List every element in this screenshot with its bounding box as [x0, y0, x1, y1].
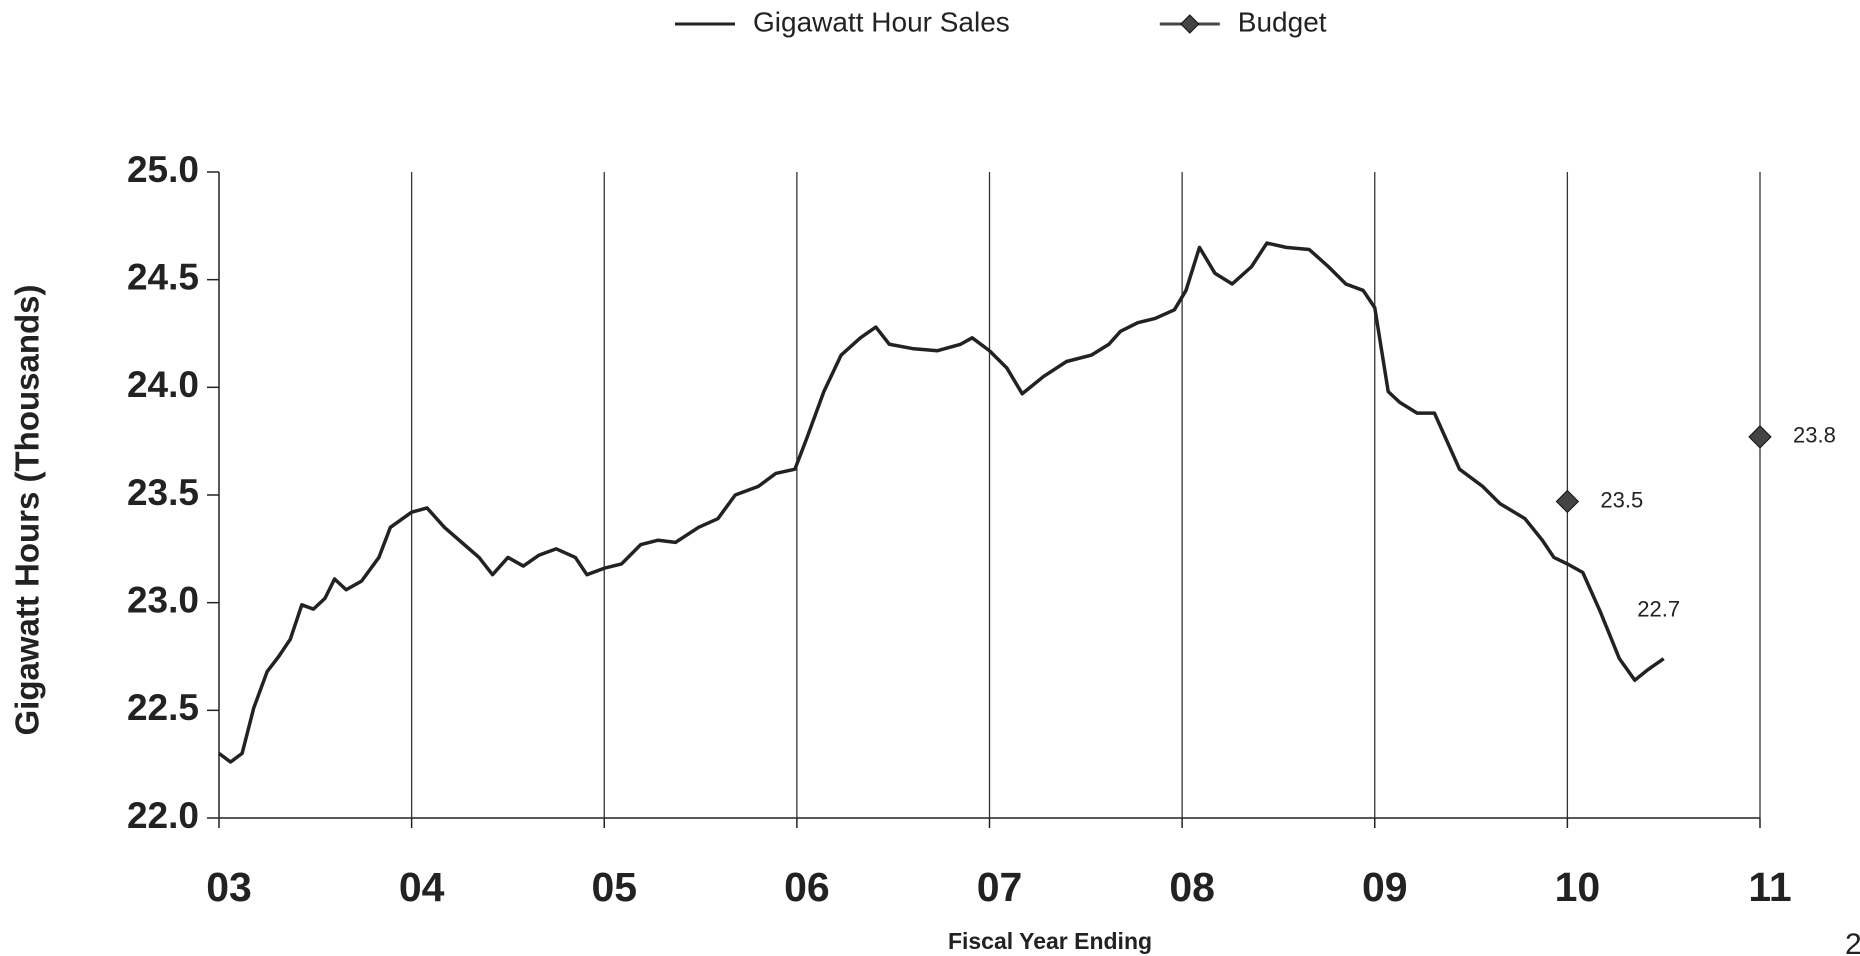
x-tick-label: 10 [1555, 864, 1601, 910]
x-tick-label: 06 [784, 864, 830, 910]
y-tick-label: 25.0 [127, 149, 199, 190]
x-tick-label: 08 [1169, 864, 1215, 910]
x-tick-label: 09 [1362, 864, 1408, 910]
y-tick-label: 22.0 [127, 795, 199, 836]
data-label: 23.5 [1600, 487, 1643, 512]
budget-marker [1555, 489, 1580, 514]
legend-label: Gigawatt Hour Sales [753, 6, 1010, 37]
x-tick-label: 07 [977, 864, 1023, 910]
y-tick-label: 24.0 [127, 364, 199, 405]
budget-marker [1748, 425, 1772, 449]
x-tick-label: 03 [206, 864, 252, 910]
x-tick-label: 04 [399, 864, 445, 910]
x-tick-label: 05 [591, 864, 637, 910]
sales-line [217, 241, 1665, 764]
y-tick-label: 23.5 [127, 472, 199, 513]
y-tick-label: 23.0 [127, 579, 199, 620]
page-number: 2 [1845, 928, 1860, 956]
data-label: 23.8 [1793, 423, 1836, 448]
y-axis-title: Gigawatt Hours (Thousands) [9, 284, 46, 735]
y-tick-label: 22.5 [127, 687, 199, 728]
x-axis-title: Fiscal Year Ending [948, 928, 1152, 954]
data-label: 22.7 [1637, 596, 1680, 621]
legend-label: Budget [1238, 6, 1327, 37]
x-tick-label: 11 [1748, 864, 1791, 910]
y-tick-label: 24.5 [127, 256, 199, 297]
legend-marker [1180, 14, 1200, 34]
